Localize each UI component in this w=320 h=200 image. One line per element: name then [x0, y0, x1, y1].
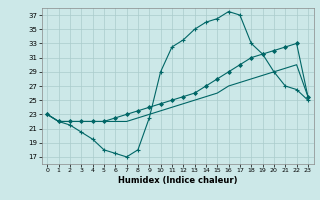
X-axis label: Humidex (Indice chaleur): Humidex (Indice chaleur) — [118, 176, 237, 185]
